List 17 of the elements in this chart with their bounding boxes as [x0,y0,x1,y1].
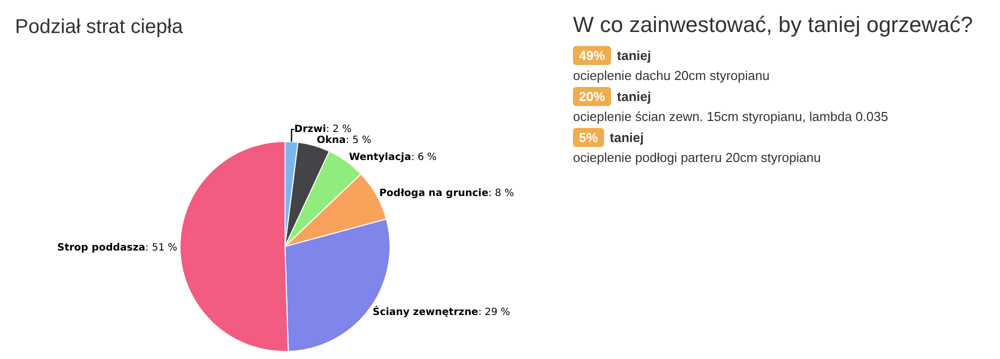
slice-label: Podłoga na gruncie [379,188,489,200]
slice-label: Drzwi [294,124,326,136]
slice-label: Strop poddasza [57,242,146,254]
text: 49% [573,46,612,65]
slice-label: Wentylacja [348,152,412,164]
text: 5% [573,128,604,147]
text: ocieplenie ścian zewn. 15cm styropianu, lambda 0.035 [573,109,890,124]
text: W co zainwestować, by taniej ogrzewać? [573,12,974,38]
text: ocieplenie dachu 20cm styropianu [573,68,771,83]
text: taniej [617,48,651,63]
slice-label: Okna [316,135,346,146]
chart-title: Podział strat ciepła [15,16,184,38]
slice-label: Ściany zewnętrzne [372,304,478,318]
text: 20% [573,87,612,106]
text: taniej [617,89,651,104]
text: taniej [610,130,644,145]
text: ocieplenie podłogi parteru 20cm styropianu [573,150,822,165]
